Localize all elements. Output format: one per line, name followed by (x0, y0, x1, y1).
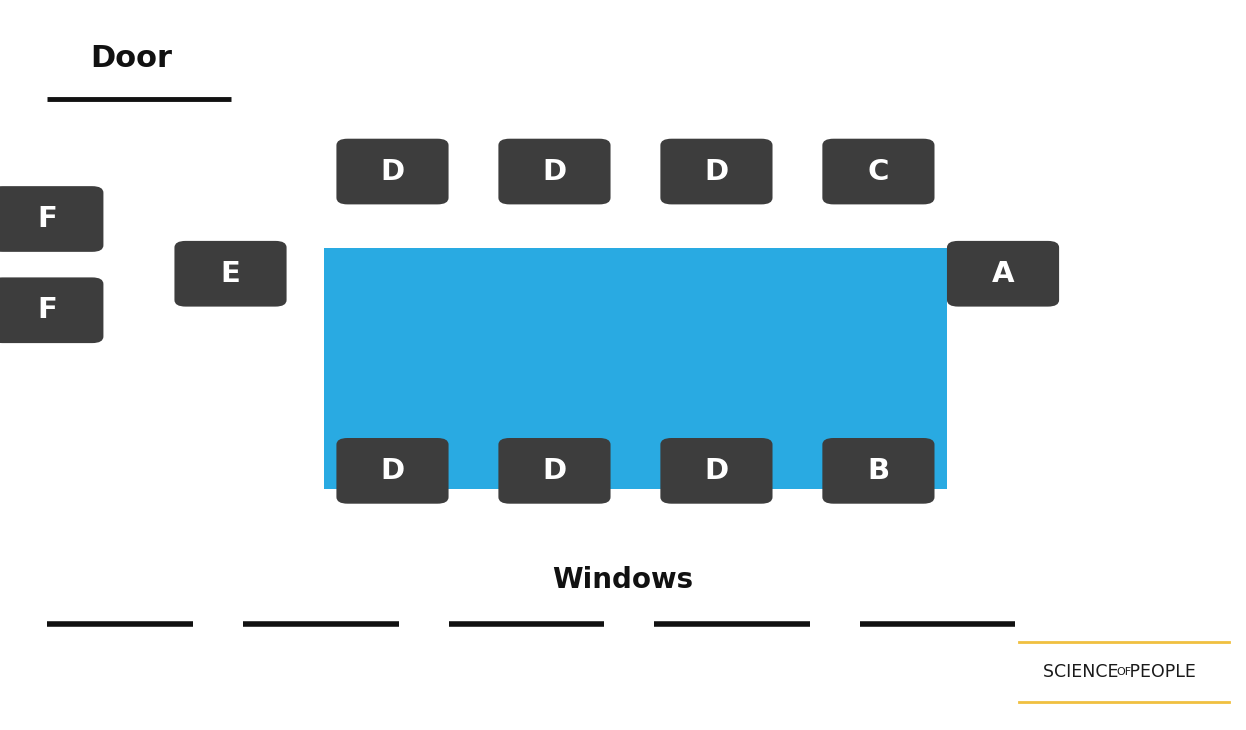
FancyBboxPatch shape (947, 241, 1059, 307)
FancyBboxPatch shape (0, 186, 103, 252)
FancyBboxPatch shape (822, 438, 934, 504)
Text: D: D (542, 158, 567, 185)
FancyBboxPatch shape (660, 139, 773, 204)
Text: Windows: Windows (552, 566, 694, 594)
FancyBboxPatch shape (324, 248, 947, 489)
FancyBboxPatch shape (498, 139, 611, 204)
Text: D: D (542, 457, 567, 485)
FancyBboxPatch shape (0, 277, 103, 343)
Text: PEOPLE: PEOPLE (1124, 664, 1196, 681)
Text: D: D (380, 457, 405, 485)
Text: F: F (37, 296, 57, 324)
Text: OF: OF (1116, 667, 1131, 677)
FancyBboxPatch shape (174, 241, 287, 307)
FancyBboxPatch shape (822, 139, 934, 204)
Text: D: D (380, 158, 405, 185)
Text: D: D (704, 457, 729, 485)
Text: C: C (867, 158, 890, 185)
Text: E: E (221, 260, 240, 288)
FancyBboxPatch shape (498, 438, 611, 504)
FancyBboxPatch shape (660, 438, 773, 504)
FancyBboxPatch shape (336, 438, 449, 504)
Text: Door: Door (90, 44, 172, 73)
FancyBboxPatch shape (336, 139, 449, 204)
Text: D: D (704, 158, 729, 185)
Text: SCIENCE: SCIENCE (1043, 664, 1124, 681)
Text: A: A (992, 260, 1014, 288)
Text: F: F (37, 205, 57, 233)
Text: B: B (867, 457, 890, 485)
